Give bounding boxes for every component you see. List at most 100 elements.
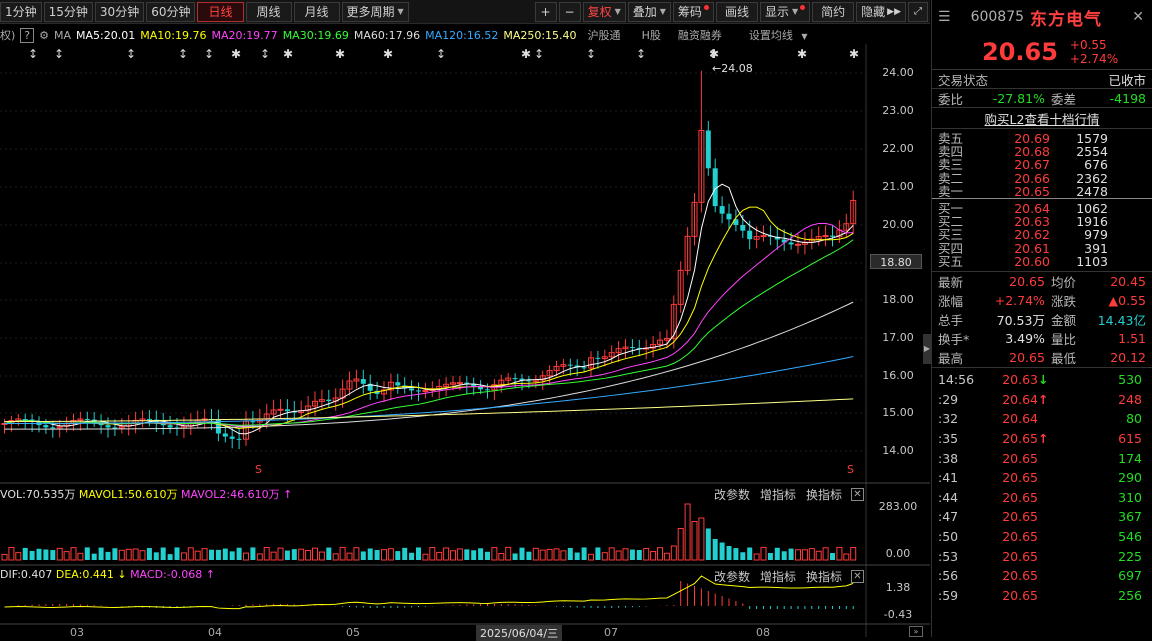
volume-bar [601, 552, 608, 561]
volume-bar [229, 551, 235, 560]
tick-p: 20.64 [1002, 391, 1038, 407]
scroll-right-icon[interactable]: » [909, 626, 923, 637]
volume-bar [194, 550, 201, 561]
chouma-button[interactable]: 筹码 [672, 1, 714, 22]
hgu-link[interactable]: H股 [641, 29, 661, 42]
zoom-in-button[interactable]: + [534, 1, 557, 22]
zoom-out-button[interactable]: − [558, 1, 581, 22]
mavol1-value: MAVOL1:50.610万 [78, 488, 178, 501]
stat-l1: 最新 [938, 274, 964, 290]
ma250-line [4, 398, 854, 423]
price-change: +0.55 +2.74% [1070, 38, 1118, 66]
month-label-08: 08 [756, 626, 770, 639]
volume-bar [650, 551, 657, 561]
jianyue-button[interactable]: 简约 [812, 1, 855, 22]
candle-body [77, 418, 84, 421]
xianshi-button[interactable]: 显示 ▼ [759, 1, 811, 22]
volume-bar [91, 553, 97, 560]
stat-l2: 均价 [1050, 274, 1076, 290]
rongzi-link[interactable]: 融资融券 [677, 29, 722, 42]
ma-setting-button[interactable]: 设置均线 ▼ [749, 27, 813, 43]
vol-gai-button[interactable]: 改参数 [714, 488, 751, 502]
macd-add-button[interactable]: 增指标 [760, 570, 797, 584]
price-axis-label: 16.00 [882, 369, 914, 382]
diejia-button[interactable]: 叠加 ▼ [627, 1, 671, 22]
l2-link[interactable]: 购买L2查看十档行情 [984, 111, 1100, 127]
candle-body [236, 438, 242, 440]
chevron-down-icon: ▼ [614, 7, 621, 16]
macd-gai-button[interactable]: 改参数 [714, 570, 751, 584]
volume-bar [98, 547, 104, 560]
asks-price: 20.65 [1014, 183, 1050, 199]
volume-bar [381, 549, 387, 561]
volume-bar [8, 546, 15, 561]
candle-body [595, 357, 601, 359]
asks-row[interactable]: 卖五 20.69 1579 [932, 132, 1152, 145]
ma60-line [4, 301, 854, 430]
period-30min[interactable]: 30分钟 [94, 1, 145, 22]
tick-p: 20.64 [1002, 411, 1038, 427]
asks-row[interactable]: 卖一 20.65 2478 [932, 185, 1152, 198]
asks-row[interactable]: 卖二 20.66 2362 [932, 171, 1152, 184]
period-week[interactable]: 周线 [245, 1, 292, 22]
bids-row[interactable]: 买五 20.60 1103 [932, 254, 1152, 267]
hugutong-link[interactable]: 沪股通 [587, 29, 621, 42]
vol-add-button[interactable]: 增指标 [760, 488, 797, 502]
bids-row[interactable]: 买四 20.61 391 [932, 241, 1152, 254]
macd-swap-button[interactable]: 换指标 [806, 570, 843, 584]
volume-bar [146, 548, 152, 560]
volume-bar [478, 548, 484, 560]
trade-status-label: 交易状态 [938, 72, 989, 88]
candle-body [726, 213, 732, 220]
asks-row[interactable]: 卖四 20.68 2554 [932, 145, 1152, 158]
tick-row: :41 20.65 290 [932, 468, 1152, 488]
vol-swap-button[interactable]: 换指标 [806, 488, 843, 502]
ma-legend-bar: 权) ? ⚙ MA MA5:20.01 MA10:19.76 MA20:19.7… [0, 26, 866, 44]
settings-gear-icon[interactable]: ⚙ [39, 28, 50, 42]
bid-book: 买一 20.64 1062 买二 20.63 1916 买三 20.62 979 买四 20.61 3… [932, 199, 1152, 272]
event-star-icon: ↕ [54, 47, 64, 61]
up-arrow-icon: ↑ [205, 568, 215, 581]
candlestick-chart[interactable]: ↕ ↕ ↕ ↕ ↕ ✱ ↕ ✱ ✱ ✱ ↕ ✱ ↕ ↕ ↕ ↕✱ ✱ ✱S S [0, 44, 930, 637]
close-icon[interactable]: ✕ [851, 570, 864, 583]
period-day[interactable]: 日线 [197, 1, 244, 22]
stat-v1: +2.74% [994, 292, 1045, 308]
candle-body [740, 225, 746, 231]
period-month[interactable]: 月线 [293, 1, 340, 22]
tick-v: 80 [1126, 411, 1142, 427]
help-icon[interactable]: ? [20, 27, 35, 43]
asks-row[interactable]: 卖三 20.67 676 [932, 158, 1152, 171]
event-star-icon: ✱ [849, 47, 859, 61]
fuquan-button[interactable]: 复权 ▼ [582, 1, 626, 22]
huaxian-button[interactable]: 画线 [715, 1, 758, 22]
candle-body [815, 236, 822, 240]
period-15min[interactable]: 15分钟 [43, 1, 93, 22]
candle-body [464, 382, 470, 384]
yincang-label: 隐藏 [861, 5, 886, 19]
bids-row[interactable]: 买一 20.64 1062 [932, 202, 1152, 215]
candle-body [588, 357, 594, 369]
stat-v1: 70.53万 [996, 312, 1045, 328]
period-60min[interactable]: 60分钟 [146, 1, 196, 22]
tick-row: :53 20.65 225 [932, 546, 1152, 566]
candle-body [512, 378, 518, 380]
bids-row[interactable]: 买三 20.62 979 [932, 228, 1152, 241]
fuquan-label: 复权 [587, 5, 612, 19]
tick-t: :47 [938, 509, 959, 525]
volume-bar [312, 547, 318, 561]
bids-row[interactable]: 买二 20.63 1916 [932, 215, 1152, 228]
close-icon[interactable]: ✕ [1132, 9, 1144, 25]
period-more[interactable]: 更多周期 ▼ [341, 1, 409, 22]
close-icon[interactable]: ✕ [851, 488, 864, 501]
panel-collapse-handle[interactable]: ▶ [923, 334, 931, 364]
yincang-button[interactable]: 隐藏 ▶▶ [856, 1, 906, 22]
candle-body [677, 269, 684, 305]
period-1min[interactable]: 1分钟 [0, 1, 42, 22]
menu-icon[interactable]: ☰ [938, 9, 951, 25]
fullscreen-button[interactable]: ⤢ [908, 1, 928, 22]
volume-bar [236, 547, 242, 560]
volume-bar [801, 549, 808, 561]
volume-bar [608, 547, 615, 561]
volume-bar [112, 548, 118, 560]
tick-p: 20.65 [1002, 489, 1038, 505]
